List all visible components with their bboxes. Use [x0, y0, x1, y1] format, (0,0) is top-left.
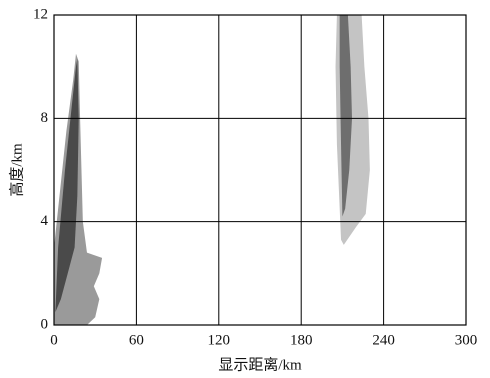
- x-tick-label: 120: [208, 332, 231, 348]
- chart: 显示距离/km 高度/km 0 60 120 180 240 300 0 4 8 12: [0, 0, 490, 378]
- x-tick-label: 240: [372, 332, 395, 348]
- y-axis-label: 高度/km: [8, 143, 25, 197]
- y-tick-label: 12: [33, 6, 48, 22]
- x-tick-label: 0: [50, 332, 58, 348]
- plot-frame: [54, 15, 466, 325]
- y-tick-label: 0: [41, 316, 49, 332]
- y-tick-label: 4: [41, 213, 49, 229]
- x-tick-label: 180: [290, 332, 313, 348]
- x-tick-label: 300: [455, 332, 478, 348]
- y-tick-label: 8: [41, 110, 49, 126]
- x-axis-label: 显示距离/km: [218, 356, 302, 373]
- x-tick-label: 60: [129, 332, 144, 348]
- page: 显示距离/km 高度/km 06012018024030004812 (() =…: [0, 0, 490, 378]
